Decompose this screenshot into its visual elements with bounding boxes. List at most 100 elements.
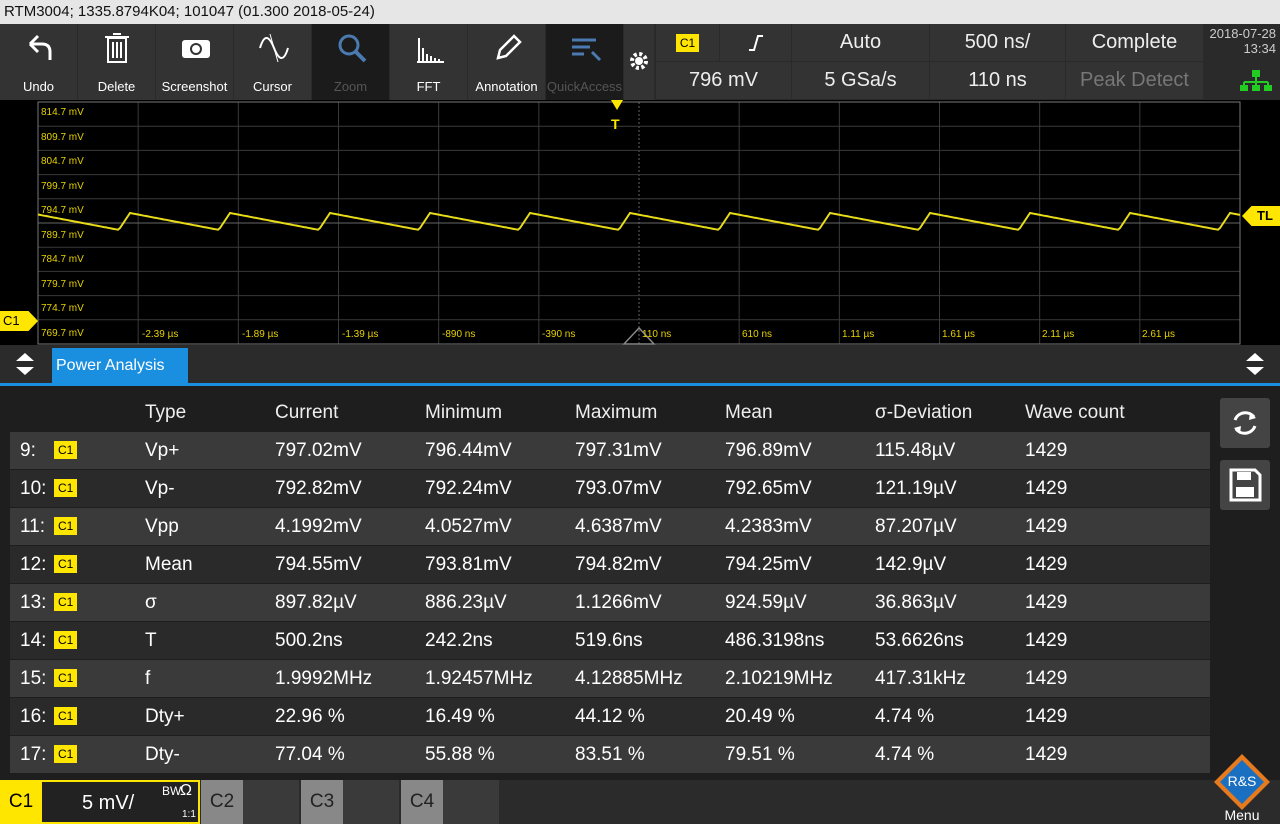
table-cell: 1.1266mV bbox=[575, 584, 662, 621]
table-cell: 792.24mV bbox=[425, 470, 512, 507]
measurement-table: TypeCurrentMinimumMaximumMeanσ-Deviation… bbox=[0, 386, 1280, 780]
row-number: 13: bbox=[20, 584, 46, 621]
x-axis-label: 610 ns bbox=[742, 329, 772, 340]
table-cell: 87.207µV bbox=[875, 508, 957, 545]
screenshot-button[interactable]: Screenshot bbox=[156, 24, 233, 100]
menu-button[interactable]: R&S Menu bbox=[1204, 750, 1280, 824]
row-number: 11: bbox=[20, 508, 45, 545]
table-row: 13:C1σ897.82µV886.23µV1.1266mV924.59µV36… bbox=[10, 584, 1210, 621]
column-header: Type bbox=[145, 402, 186, 424]
channel-cell: C1 bbox=[54, 555, 77, 573]
acquisition[interactable]: Complete bbox=[1066, 24, 1203, 61]
table-cell: Vp- bbox=[145, 470, 175, 507]
channel-cell: C1 bbox=[54, 593, 77, 611]
channel-tile[interactable]: C3 bbox=[301, 780, 399, 824]
table-cell: Vp+ bbox=[145, 432, 179, 469]
table-cell: 4.2383mV bbox=[725, 508, 812, 545]
fft-button[interactable]: FFT bbox=[390, 24, 467, 100]
undo-button[interactable]: Undo bbox=[0, 24, 77, 100]
button-label: FFT bbox=[390, 79, 467, 94]
channel-label: C2 bbox=[201, 780, 243, 824]
trigger-source[interactable]: C1 bbox=[656, 24, 719, 61]
y-axis-label: 774.7 mV bbox=[41, 303, 84, 314]
x-axis-label: -890 ns bbox=[442, 329, 475, 340]
table-cell: 897.82µV bbox=[275, 584, 357, 621]
table-cell: 796.44mV bbox=[425, 432, 512, 469]
y-axis-label: 814.7 mV bbox=[41, 107, 84, 118]
channel-scale: 5 mV/ bbox=[82, 792, 134, 815]
collapse-arrows[interactable] bbox=[1244, 351, 1266, 377]
table-cell: 1429 bbox=[1025, 584, 1067, 621]
svg-text:R&S: R&S bbox=[1228, 773, 1257, 789]
quickaccess-button[interactable]: QuickAccess bbox=[546, 24, 623, 100]
table-cell: 55.88 % bbox=[425, 736, 495, 773]
horizontal-position[interactable]: 110 ns bbox=[930, 62, 1065, 99]
channel-badge: C1 bbox=[54, 593, 77, 611]
acquisition-mode[interactable]: Peak Detect bbox=[1066, 62, 1203, 99]
table-cell: 792.65mV bbox=[725, 470, 812, 507]
trigger-position bbox=[611, 100, 623, 110]
save-button[interactable] bbox=[1220, 460, 1270, 510]
table-cell: 4.12885MHz bbox=[575, 660, 683, 697]
delete-button[interactable]: Delete bbox=[78, 24, 155, 100]
graticule bbox=[0, 100, 1280, 345]
table-cell: 796.89mV bbox=[725, 432, 812, 469]
table-cell: 22.96 % bbox=[275, 698, 345, 735]
channel-scale-box[interactable]: 5 mV/ BW Ω 1:1 bbox=[42, 780, 200, 824]
table-row: 15:C1f1.9992MHz1.92457MHz4.12885MHz2.102… bbox=[10, 660, 1210, 697]
channel-tile[interactable]: C2 bbox=[201, 780, 299, 824]
row-number: 15: bbox=[20, 660, 46, 697]
y-axis-label: 784.7 mV bbox=[41, 254, 84, 265]
trigger-level[interactable]: 796 mV bbox=[656, 62, 791, 99]
table-cell: 53.6626ns bbox=[875, 622, 964, 659]
collapse-arrows[interactable] bbox=[14, 351, 36, 377]
channel-cell: C1 bbox=[54, 631, 77, 649]
table-cell: 142.9µV bbox=[875, 546, 946, 583]
table-cell: Vpp bbox=[145, 508, 179, 545]
cursor-button[interactable]: Cursor bbox=[234, 24, 311, 100]
channel-tile[interactable]: C4 bbox=[401, 780, 499, 824]
bandwidth: BW bbox=[162, 784, 181, 798]
reset-button[interactable] bbox=[1220, 398, 1270, 448]
panel-tab[interactable]: Power Analysis bbox=[52, 348, 188, 383]
panel-header bbox=[0, 345, 1280, 383]
table-cell: 519.6ns bbox=[575, 622, 643, 659]
x-axis-label: -390 ns bbox=[542, 329, 575, 340]
table-cell: 1429 bbox=[1025, 546, 1067, 583]
trigger-mode[interactable]: Auto bbox=[792, 24, 929, 61]
channel-cell: C1 bbox=[54, 517, 77, 535]
waveform-display: T TL C1 814.7 mV809.7 mV804.7 mV799.7 mV… bbox=[0, 100, 1280, 345]
marker-label: TL bbox=[1249, 208, 1273, 223]
button-label: Zoom bbox=[312, 79, 389, 94]
table-row: 17:C1Dty-77.04 %55.88 %83.51 %79.51 %4.7… bbox=[10, 736, 1210, 773]
table-cell: Dty+ bbox=[145, 698, 185, 735]
x-axis-label: -1.89 µs bbox=[242, 329, 278, 340]
sample-rate[interactable]: 5 GSa/s bbox=[792, 62, 929, 99]
annotation-button[interactable]: Annotation bbox=[468, 24, 545, 100]
channel-cell: C1 bbox=[54, 745, 77, 763]
channel-label[interactable]: C1 bbox=[0, 780, 42, 824]
table-cell: 792.82mV bbox=[275, 470, 362, 507]
row-number: 12: bbox=[20, 546, 46, 583]
x-axis-label: 1.11 µs bbox=[842, 329, 874, 340]
settings-button[interactable] bbox=[624, 24, 654, 100]
channel-badge: C1 bbox=[54, 441, 77, 459]
column-header: Mean bbox=[725, 402, 773, 424]
channel-badge: C1 bbox=[54, 631, 77, 649]
channel-badge: C1 bbox=[54, 517, 77, 535]
x-axis-label: 2.11 µs bbox=[1042, 329, 1074, 340]
timebase[interactable]: 500 ns/ bbox=[930, 24, 1065, 61]
table-cell: 1429 bbox=[1025, 432, 1067, 469]
table-cell: Dty- bbox=[145, 736, 180, 773]
table-cell: 794.55mV bbox=[275, 546, 362, 583]
table-cell: 36.863µV bbox=[875, 584, 957, 621]
channel-badge: C1 bbox=[54, 479, 77, 497]
channel-cell: C1 bbox=[54, 441, 77, 459]
trigger-slope[interactable] bbox=[720, 24, 791, 61]
table-row: 9:C1Vp+797.02mV796.44mV797.31mV796.89mV1… bbox=[10, 432, 1210, 469]
date: 2018-07-28 bbox=[1206, 26, 1276, 41]
column-header: Minimum bbox=[425, 402, 502, 424]
zoom-button[interactable]: Zoom bbox=[312, 24, 389, 100]
